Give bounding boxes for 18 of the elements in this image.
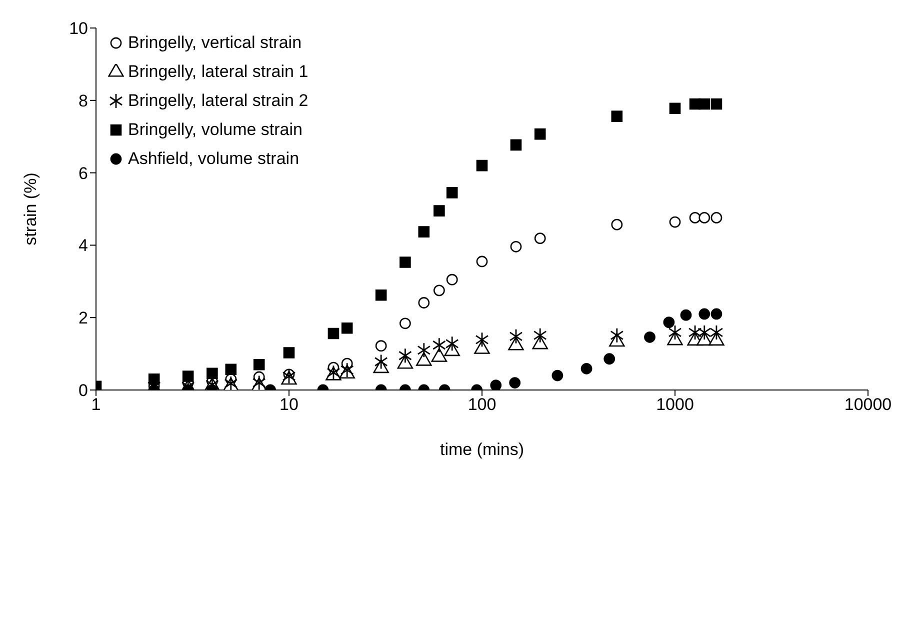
- x-axis-title: time (mins): [440, 440, 524, 459]
- y-tick-label: 2: [78, 308, 88, 328]
- legend-label: Bringelly, vertical strain: [128, 32, 302, 52]
- y-tick-label: 0: [78, 381, 88, 400]
- y-tick-label: 6: [78, 164, 88, 183]
- y-axis-title: strain (%): [21, 172, 40, 246]
- legend-label: Bringelly, lateral strain 2: [128, 90, 308, 110]
- y-tick-label: 8: [78, 91, 88, 110]
- legend-label: Bringelly, lateral strain 1: [128, 62, 308, 82]
- y-tick-label: 4: [78, 236, 88, 256]
- x-tick-label: 10: [280, 395, 298, 414]
- x-tick-label: 1000: [656, 395, 694, 414]
- x-tick-label: 10000: [844, 395, 892, 414]
- y-tick-label: 10: [69, 19, 88, 38]
- x-tick-label: 1: [91, 395, 101, 414]
- legend-label: Ashfield, volume strain: [128, 148, 300, 168]
- x-tick-label: 100: [468, 395, 496, 414]
- legend-label: Bringelly, volume strain: [128, 120, 302, 140]
